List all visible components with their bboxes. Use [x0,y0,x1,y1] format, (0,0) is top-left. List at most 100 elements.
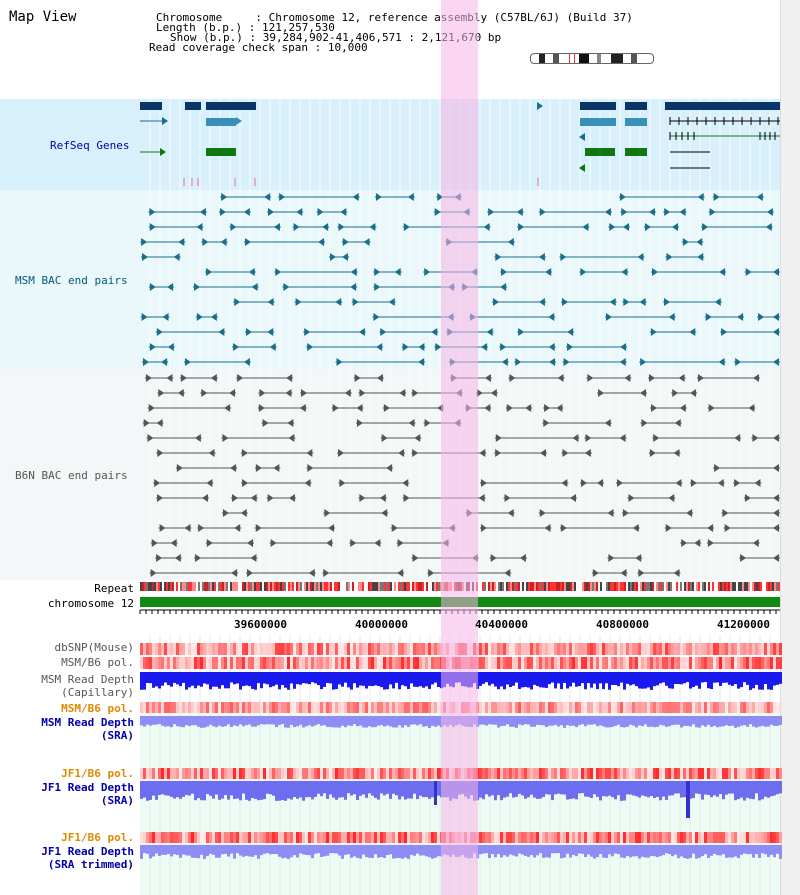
read-depth-bar [404,716,407,726]
repeat-segment [678,582,680,591]
snp-density-cell [389,657,392,669]
read-depth-bar [731,716,734,726]
strand-arrow [158,389,165,397]
read-depth-bar [524,845,527,856]
repeat-segment [282,582,284,591]
snp-density-cell [305,768,308,779]
snp-density-cell [188,768,191,779]
read-depth-bar [773,781,776,796]
read-depth-bar [293,845,296,856]
right-scrollbar[interactable] [780,0,800,895]
read-depth-bar [233,781,236,799]
snp-density-cell [143,702,146,713]
read-depth-bar [281,672,284,686]
read-depth-bar [500,781,503,801]
msm-bac-label[interactable]: MSM BAC end pairs [15,274,128,287]
read-depth-bar [299,672,302,685]
snp-density-cell [563,657,566,669]
strand-arrow [717,479,724,487]
snp-density-cell [368,832,371,843]
read-depth-bar [767,781,770,798]
snp-density-cell [344,768,347,779]
snp-density-cell [323,657,326,669]
strand-arrow [754,479,761,487]
snp-density-cell [578,832,581,843]
strand-arrow [714,298,721,306]
strand-arrow [619,193,626,201]
snp-density-cell [206,768,209,779]
snp-density-cell [542,702,545,713]
snp-density-cell [743,702,746,713]
snp-density-cell [638,657,641,669]
read-depth-bar [758,672,761,690]
read-depth-bar [581,781,584,794]
strand-arrow [270,539,277,547]
read-depth-bar [632,781,635,796]
snp-density-cell [488,768,491,779]
read-depth-bar [236,781,239,799]
msm-read-depth-capillary-label-1: MSM Read Depth [41,673,134,686]
snp-density-cell [413,832,416,843]
snp-density-cell [329,702,332,713]
snp-density-cell [311,643,314,655]
snp-density-cell [314,643,317,655]
snp-density-cell [176,702,179,713]
snp-density-cell [533,832,536,843]
snp-density-cell [746,657,749,669]
strand-arrow [250,554,257,562]
coverage-value: 10,000 [327,41,368,54]
read-depth-bar [434,672,437,683]
read-depth-bar [485,845,488,854]
read-depth-bar [590,716,593,725]
read-depth-bar [218,781,221,800]
gene-block [140,102,162,110]
repeat-segment [714,582,716,591]
strand-arrow [675,479,682,487]
snp-density-cell [551,832,554,843]
snp-density-cell [650,768,653,779]
snp-density-cell [677,657,680,669]
strand-arrow [638,569,645,577]
read-depth-bar [284,716,287,728]
repeat-segment [488,582,490,591]
strand-arrow [394,268,401,276]
snp-density-cell [323,702,326,713]
strand-arrow [509,374,516,382]
snp-density-cell [509,643,512,655]
read-depth-bar [158,781,161,796]
snp-density-cell [743,657,746,669]
read-depth-bar [377,781,380,800]
read-depth-bar [179,716,182,727]
strand-arrow [255,464,262,472]
snp-density-cell [320,702,323,713]
refseq-label[interactable]: RefSeq Genes [50,139,130,152]
snp-density-cell [593,768,596,779]
repeat-segment [648,582,650,591]
snp-density-cell [437,832,440,843]
strand-arrow [304,479,311,487]
strand-arrow [350,283,357,291]
read-depth-bar [764,845,767,855]
strand-arrow [408,419,415,427]
b6n-bac-label[interactable]: B6N BAC end pairs [15,469,128,482]
strand-arrow [336,358,343,366]
strand-arrow [539,509,546,517]
read-depth-bar [176,845,179,855]
strand-arrow [713,193,720,201]
read-depth-bar [572,845,575,855]
snp-density-cell [707,832,710,843]
snp-density-cell [719,832,722,843]
strand-arrow [177,389,184,397]
read-depth-bar [530,716,533,727]
chromosome-ideogram[interactable] [530,53,654,64]
read-depth-bar [695,845,698,859]
snp-density-cell [230,643,233,655]
snp-density-cell [374,643,377,655]
repeat-segment [744,582,746,591]
snp-density-cell [341,643,344,655]
selection-highlight[interactable] [441,0,478,895]
read-depth-bar [569,672,572,687]
repeat-segment [416,582,418,591]
snp-density-cell [752,643,755,655]
snp-density-cell [329,768,332,779]
